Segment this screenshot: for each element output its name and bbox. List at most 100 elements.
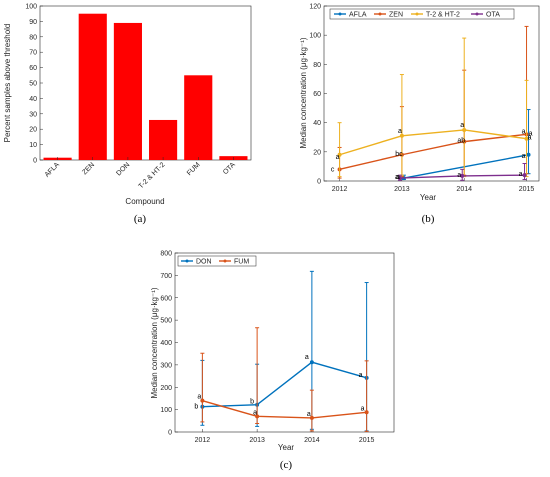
chart-b-legend-marker xyxy=(338,12,342,16)
chart-a-xtick-label: OTA xyxy=(222,161,237,176)
chart-b-legend-label: T-2 & HT-2 xyxy=(426,12,460,19)
chart-b-annotation: a xyxy=(522,128,526,135)
chart-c-annotation: a xyxy=(359,372,363,379)
chart-c-series-line xyxy=(202,400,367,419)
chart-b-ytick-label: 80 xyxy=(313,62,321,69)
chart-b-data-point xyxy=(462,127,467,132)
chart-b-legend-marker xyxy=(475,12,479,16)
chart-c-y-ticks: 0 100 200 300 400 500 600 700 800 xyxy=(160,251,178,437)
chart-c-series-line xyxy=(202,361,367,408)
chart-c-series xyxy=(200,270,369,432)
chart-b-data-point xyxy=(399,133,404,138)
chart-b-legend-label: AFLA xyxy=(349,12,367,19)
chart-b-ytick-label: 0 xyxy=(317,179,321,186)
chart-a-x-ticks: AFLA ZEN DON T-2 & HT-2 FUM OTA xyxy=(44,157,237,190)
chart-a-ytick-label: 0 xyxy=(33,158,37,165)
chart-a-ylabel: Percent samples above threshold xyxy=(3,24,12,143)
chart-b-annotation: c xyxy=(331,166,335,173)
chart-b-xtick-label: 2013 xyxy=(394,186,410,193)
chart-a-ytick-label: 40 xyxy=(29,96,37,103)
chart-c-legend: DON FUM xyxy=(177,255,257,267)
chart-b-annotation: a xyxy=(529,130,533,137)
chart-b-annotation: a xyxy=(457,172,461,179)
chart-a-y-ticks: 0 10 20 30 40 50 60 70 80 90 100 xyxy=(25,4,43,165)
chart-c-xlabel: Year xyxy=(278,443,295,452)
chart-c-ytick-label: 0 xyxy=(168,430,172,437)
chart-a-xtick-label: FUM xyxy=(186,161,202,177)
chart-c-ytick-label: 100 xyxy=(160,407,172,414)
chart-c-xtick-label: 2013 xyxy=(249,437,265,444)
chart-b-panel-label: (b) xyxy=(422,213,435,225)
chart-a: 0 10 20 30 40 50 60 70 80 90 100 AFLA ZEN DON T-2 & H… xyxy=(3,4,252,225)
chart-c-annotation: a xyxy=(253,409,257,416)
chart-b-annotation: a xyxy=(395,174,399,181)
chart-b-data-point xyxy=(397,176,402,181)
chart-b-ylabel-text: Median concentration (μg·kg⁻¹) xyxy=(299,37,308,148)
chart-a-panel-label: (a) xyxy=(134,213,147,225)
chart-a-ytick-label: 30 xyxy=(29,111,37,118)
chart-b-xtick-label: 2015 xyxy=(519,186,535,193)
chart-b-xlabel: Year xyxy=(420,193,437,202)
chart-c-annotation: b xyxy=(250,399,254,406)
chart-c-legend-label: FUM xyxy=(234,259,249,266)
chart-b-plot-area xyxy=(323,5,540,182)
chart-a-xlabel: Compound xyxy=(125,197,164,206)
chart-c-ytick-label: 200 xyxy=(160,385,172,392)
chart-c-data-point xyxy=(309,360,314,365)
chart-a-xtick-label: DON xyxy=(115,161,131,177)
chart-a-bars xyxy=(43,13,248,161)
chart-c: 0 100 200 300 400 500 600 700 800 2012 2013 2014 20… xyxy=(150,251,395,471)
chart-c-legend-marker xyxy=(223,259,227,263)
chart-a-xtick-label: ZEN xyxy=(81,161,96,176)
chart-c-xtick-label: 2012 xyxy=(195,437,211,444)
chart-a-ytick-label: 10 xyxy=(29,142,37,149)
chart-b-ytick-label: 40 xyxy=(313,120,321,127)
chart-c-ytick-label: 600 xyxy=(160,295,172,302)
chart-c-annotation: a xyxy=(305,354,309,361)
chart-b-series xyxy=(337,25,531,181)
chart-b-data-point xyxy=(522,173,527,178)
chart-a-ytick-label: 90 xyxy=(29,19,37,26)
chart-b-annotation: a xyxy=(396,174,400,181)
chart-a-ytick-label: 20 xyxy=(29,127,37,134)
chart-b-annotation: a xyxy=(460,122,464,129)
chart-c-legend-box xyxy=(177,255,257,267)
chart-b-legend: AFLA ZEN T-2 & HT-2 OTA xyxy=(329,8,515,20)
chart-b-data-point xyxy=(337,152,342,157)
chart-b-annotation: a xyxy=(528,135,532,142)
chart-a-ytick-label: 80 xyxy=(29,34,37,41)
chart-a-ytick-label: 50 xyxy=(29,81,37,88)
chart-c-panel-label: (c) xyxy=(280,459,293,471)
chart-b-annotation: a xyxy=(522,153,526,160)
chart-a-ytick-label: 100 xyxy=(25,4,37,11)
chart-a-ytick-label: 60 xyxy=(29,65,37,72)
chart-b-ylabel: Median concentration (μg·kg⁻¹) xyxy=(299,37,308,148)
chart-b-data-point xyxy=(460,173,465,178)
chart-c-annotation: b xyxy=(194,404,198,411)
chart-a-bar xyxy=(149,119,178,160)
chart-b-annotation: a xyxy=(519,171,523,178)
chart-b-ytick-label: 20 xyxy=(313,149,321,156)
chart-b-data-point xyxy=(526,152,531,157)
chart-b-data-point xyxy=(524,136,529,141)
chart-b-ytick-label: 100 xyxy=(309,33,321,40)
chart-a-xtick-label: T-2 & HT-2 xyxy=(138,161,167,190)
chart-c-data-point xyxy=(364,410,369,415)
chart-b-y-ticks: 0 20 40 60 80 100 120 xyxy=(309,4,327,186)
chart-b-annotation: a xyxy=(336,154,340,161)
chart-b-series-line xyxy=(339,129,527,156)
chart-c-ytick-label: 700 xyxy=(160,273,172,280)
chart-b-legend-marker xyxy=(378,12,382,16)
chart-b-ytick-label: 120 xyxy=(309,4,321,11)
chart-c-data-point xyxy=(255,414,260,419)
chart-c-ytick-label: 300 xyxy=(160,362,172,369)
chart-c-data-point xyxy=(309,415,314,420)
chart-b-xtick-label: 2012 xyxy=(332,186,348,193)
chart-b-legend-label: OTA xyxy=(486,12,500,19)
chart-a-ytick-label: 70 xyxy=(29,50,37,57)
chart-a-bar xyxy=(78,13,107,161)
chart-c-ytick-label: 800 xyxy=(160,251,172,258)
